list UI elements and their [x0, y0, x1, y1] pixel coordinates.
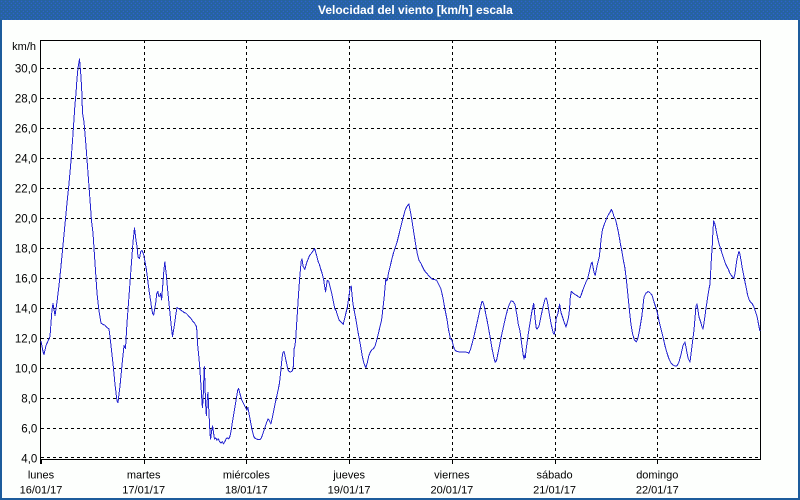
svg-text:8,0: 8,0 — [21, 394, 37, 406]
svg-text:16/01/17: 16/01/17 — [20, 485, 63, 497]
svg-text:4,0: 4,0 — [21, 454, 37, 466]
svg-text:6,0: 6,0 — [21, 424, 37, 436]
svg-text:16,0: 16,0 — [15, 274, 37, 286]
svg-text:sábado: sábado — [537, 470, 573, 482]
svg-text:miércoles: miércoles — [223, 470, 271, 482]
svg-text:20,0: 20,0 — [15, 214, 37, 226]
svg-text:14,0: 14,0 — [15, 304, 37, 316]
svg-text:18/01/17: 18/01/17 — [225, 485, 268, 497]
svg-text:km/h: km/h — [12, 41, 36, 53]
svg-text:24,0: 24,0 — [15, 154, 37, 166]
svg-text:lunes: lunes — [28, 470, 55, 482]
svg-text:12,0: 12,0 — [15, 334, 37, 346]
svg-text:20/01/17: 20/01/17 — [430, 485, 473, 497]
svg-text:22,0: 22,0 — [15, 184, 37, 196]
svg-text:28,0: 28,0 — [15, 94, 37, 106]
svg-text:18,0: 18,0 — [15, 244, 37, 256]
svg-text:19/01/17: 19/01/17 — [328, 485, 371, 497]
svg-text:22/01/17: 22/01/17 — [636, 485, 679, 497]
svg-text:26,0: 26,0 — [15, 124, 37, 136]
svg-text:21/01/17: 21/01/17 — [533, 485, 576, 497]
svg-text:30,0: 30,0 — [15, 64, 37, 76]
svg-text:domingo: domingo — [636, 470, 678, 482]
svg-text:17/01/17: 17/01/17 — [122, 485, 165, 497]
svg-text:10,0: 10,0 — [15, 364, 37, 376]
svg-text:jueves: jueves — [332, 470, 365, 482]
svg-text:martes: martes — [127, 470, 161, 482]
svg-text:viernes: viernes — [434, 470, 470, 482]
